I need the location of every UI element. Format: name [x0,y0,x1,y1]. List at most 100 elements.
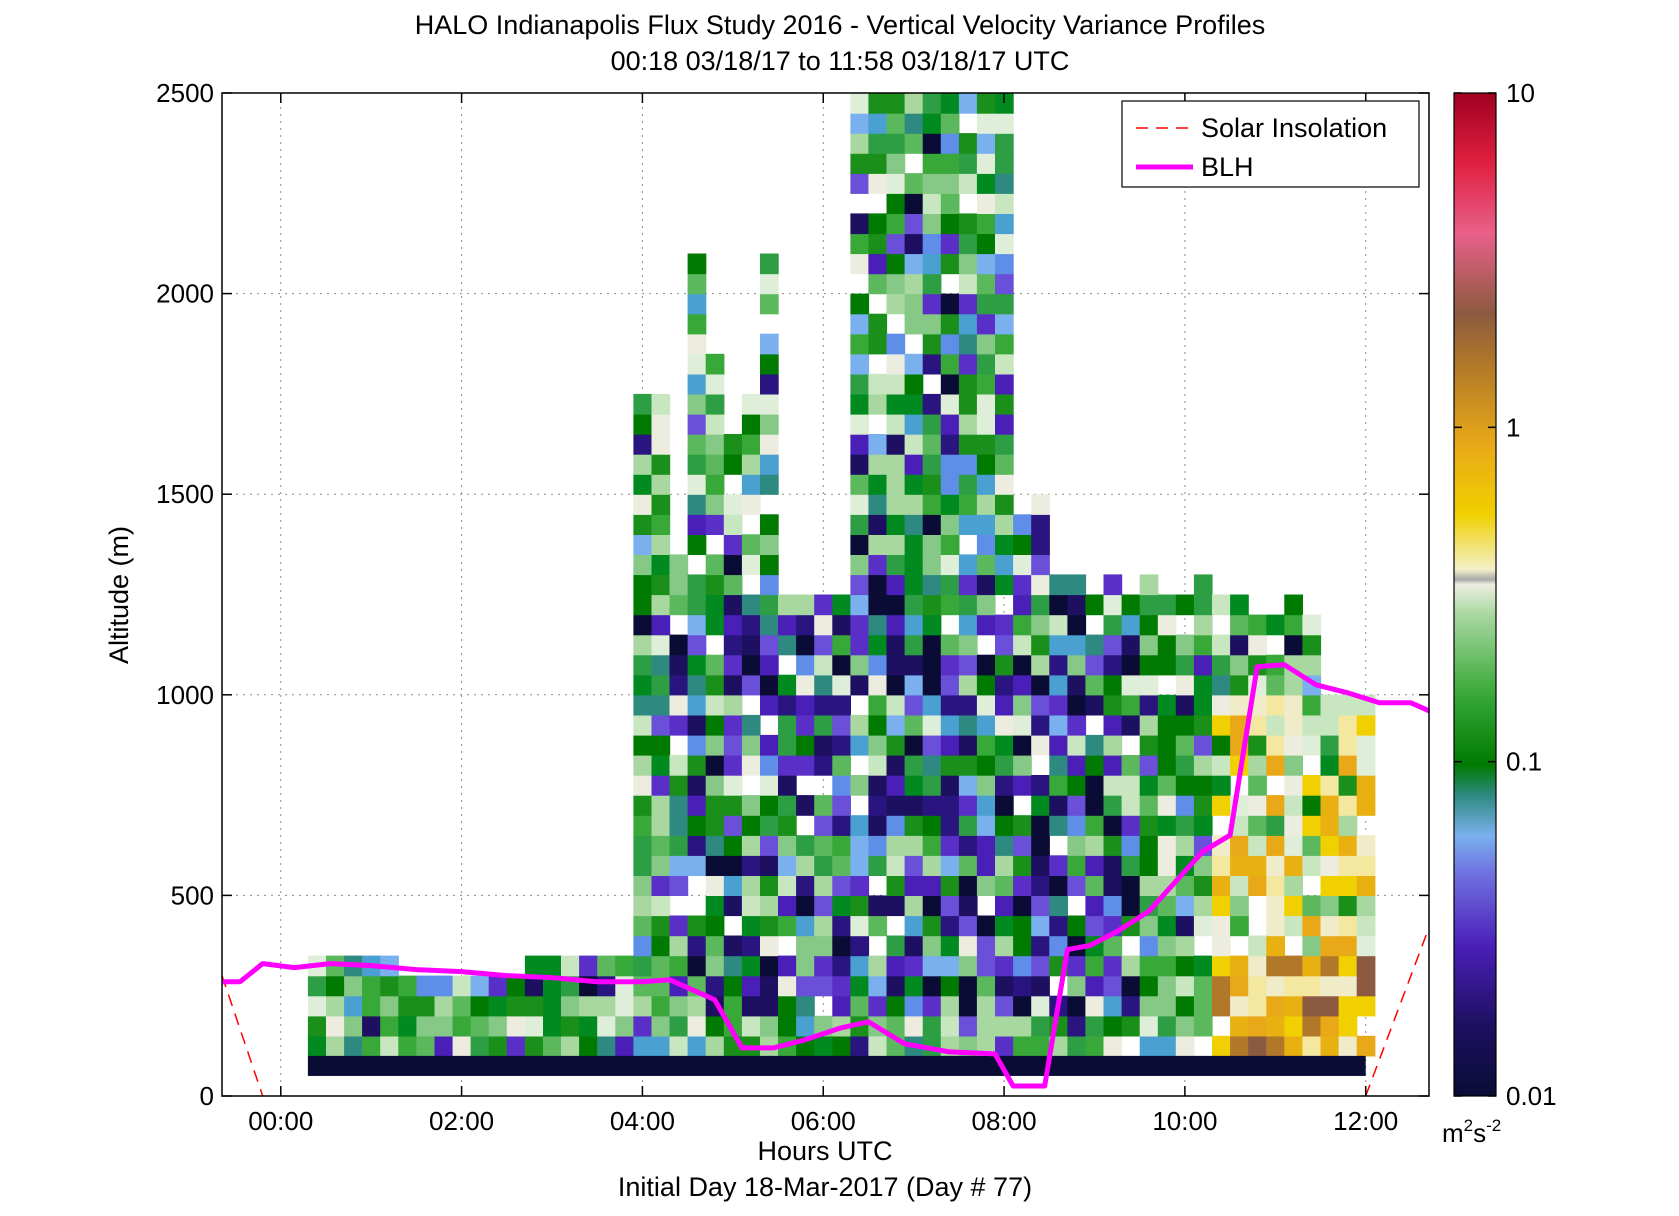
heatmap-cell [1157,995,1177,1017]
heatmap-cell [886,393,906,415]
legend: Solar Insolation BLH [1121,100,1420,188]
heatmap-cell [1139,975,1159,997]
heatmap-cell [1139,1035,1159,1057]
heatmap-cell [958,514,978,535]
heatmap-cell [1175,674,1195,696]
colorbar-tick-label: 0.01 [1506,1081,1557,1111]
heatmap-cell [1067,734,1087,756]
heatmap-cell [687,454,707,475]
heatmap-cell [741,795,761,816]
heatmap-cell [597,975,616,997]
heatmap-cell [669,594,689,616]
heatmap-cell [940,694,960,716]
heatmap-cell [976,313,996,335]
heatmap-cell [922,654,942,676]
heatmap-cell [741,875,761,896]
heatmap-cell [543,995,562,1017]
heatmap-cell [850,373,870,395]
heatmap-cell [561,1035,580,1057]
heatmap-cell [1031,995,1050,1017]
heatmap-cell [1121,875,1141,896]
heatmap-cell [307,995,327,1017]
heatmap-cell [995,253,1014,275]
heatmap-cell [1356,895,1376,917]
heatmap-cell [1284,614,1303,636]
heatmap-cell [1320,775,1340,796]
heatmap-cell [1013,534,1032,555]
heatmap-cell [1338,875,1358,896]
heatmap-cell [1085,734,1105,756]
heatmap-cell [1049,815,1068,836]
heatmap-cell [778,975,797,997]
heatmap-cell [868,93,888,114]
heatmap-cell [651,815,671,836]
heatmap-cell [687,694,707,716]
heatmap-cell [995,353,1014,375]
heatmap-cell [958,634,978,656]
heatmap-cell [886,875,906,896]
heatmap-cell [705,855,725,876]
heatmap-cell [705,935,725,957]
heatmap-cell [741,995,761,1017]
heatmap-cell [723,975,743,997]
heatmap-cell [1031,734,1050,756]
heatmap-cell [1085,755,1105,776]
heatmap-cell [705,574,725,596]
x-axis-sublabel: Initial Day 18-Mar-2017 (Day # 77) [618,1172,1032,1202]
colorbar-unit: m2s-2 [1442,1116,1501,1148]
heatmap-cell [832,975,851,997]
heatmap-cell [886,333,906,355]
heatmap-cell [976,293,996,315]
heatmap-cell [958,273,978,295]
heatmap-cell [506,1015,526,1037]
heatmap-cell [760,815,779,836]
heatmap-cell [1284,995,1303,1017]
heatmap-cell [1266,975,1285,997]
heatmap-cell [958,855,978,876]
heatmap-cell [922,694,942,716]
heatmap-cell [1284,674,1303,696]
heatmap-cell [1230,694,1249,716]
heatmap-cell [832,1035,851,1057]
heatmap-cell [1013,654,1032,676]
heatmap-cell [651,494,671,515]
heatmap-cell [1103,594,1123,616]
heatmap-cell [832,775,851,796]
heatmap-cell [1067,1035,1087,1057]
heatmap-cell [1139,594,1159,616]
heatmap-cell [1049,855,1068,876]
heatmap-cell [687,614,707,636]
heatmap-cell [796,795,815,816]
heatmap-cell [760,915,779,937]
heatmap-cell [741,634,761,656]
heatmap-cell [633,494,653,515]
heatmap-cell [904,133,924,154]
heatmap-cell [904,1015,924,1037]
heatmap-cell [922,434,942,455]
heatmap-cell [1121,795,1141,816]
heatmap-cell [995,373,1014,395]
heatmap-cell [1212,975,1231,997]
heatmap-cell [886,494,906,515]
heatmap-cell [651,734,671,756]
heatmap-cell [976,474,996,495]
heatmap-cell [922,755,942,776]
heatmap-cell [1284,1015,1303,1037]
heatmap-cell [904,213,924,235]
heatmap-cell [850,895,870,917]
heatmap-cell [1193,734,1213,756]
heatmap-cell [760,293,779,315]
heatmap-cell [760,694,779,716]
x-tick-label: 04:00 [610,1106,675,1136]
heatmap-cell [1284,795,1303,816]
heatmap-cell [922,714,942,736]
heatmap-cell [832,815,851,836]
heatmap-cell [958,674,978,696]
heatmap-cell [506,975,526,997]
heatmap-cell [796,694,815,716]
heatmap-cell [1266,855,1285,876]
heatmap-cell [760,895,779,917]
heatmap-cell [850,414,870,435]
heatmap-cell [723,775,743,796]
heatmap-cell [1139,835,1159,856]
